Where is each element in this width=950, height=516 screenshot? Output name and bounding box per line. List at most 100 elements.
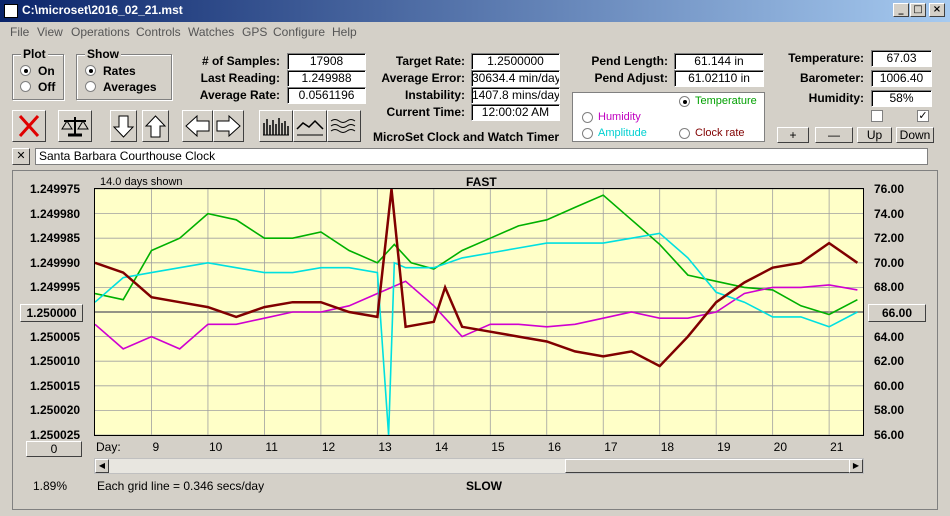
plot-on-radio[interactable] — [20, 65, 31, 76]
humidity-value: 58% — [871, 90, 932, 107]
balance-button[interactable] — [58, 110, 92, 142]
slow-label: SLOW — [466, 479, 502, 493]
x-tick-label: 10 — [208, 440, 223, 454]
humidity-option-label: Humidity — [598, 111, 641, 123]
arrow-up-icon — [144, 115, 167, 138]
series-line-temperature — [95, 194, 858, 316]
clock-rate-option-label: Clock rate — [695, 127, 745, 139]
menu-file[interactable]: File — [10, 25, 30, 39]
x-tick-label: 14 — [434, 440, 449, 454]
maximize-button[interactable]: □ — [910, 3, 926, 17]
chart-svg — [95, 189, 863, 435]
y-left-tick-label: 1.250015 — [30, 378, 81, 393]
amplitude-option-label: Amplitude — [598, 127, 647, 139]
samples-value: 17908 — [287, 53, 366, 70]
arrow-left-button[interactable] — [182, 110, 213, 142]
last-reading-label: Last Reading: — [200, 71, 280, 85]
menu-bar: File View Operations Controls Watches GP… — [0, 22, 950, 42]
app-icon — [4, 4, 18, 18]
y-right-tick-label: 56.00 — [874, 428, 905, 442]
title-bar: C:\microset\2016_02_21.mst _ □ × — [0, 0, 950, 22]
checkbox-2[interactable]: ✓ — [917, 110, 929, 122]
arrow-down-button[interactable] — [110, 110, 137, 142]
plus-button[interactable]: + — [777, 127, 809, 143]
menu-gps[interactable]: GPS — [242, 25, 268, 39]
y-left-tick-label: 1.250005 — [30, 329, 81, 344]
humidity-radio[interactable] — [582, 112, 593, 123]
wave-icon — [296, 119, 324, 136]
scroll-left-arrow-icon[interactable]: ◀ — [95, 459, 109, 473]
close-clock-button[interactable]: ✕ — [12, 148, 30, 165]
x-tick-label: 13 — [378, 440, 392, 454]
x-tick-label: 12 — [321, 440, 336, 454]
average-error-label: Average Error: — [381, 71, 465, 85]
scroll-thumb[interactable] — [565, 459, 851, 473]
x-tick-label: 17 — [604, 440, 618, 454]
checkbox-1[interactable] — [871, 110, 883, 122]
percent-readout: 1.89% — [33, 479, 68, 493]
humidity-label: Humidity: — [808, 91, 864, 105]
temperature-value: 67.03 — [871, 50, 932, 67]
y-left-tick-label: 1.249975 — [30, 182, 81, 196]
clock-rate-radio[interactable] — [679, 128, 690, 139]
series-line-humidity — [95, 280, 858, 350]
line-view-button[interactable] — [293, 110, 327, 142]
menu-controls[interactable]: Controls — [136, 25, 181, 39]
down-button[interactable]: Down — [896, 127, 934, 143]
center-right-button[interactable]: 66.00 — [868, 304, 926, 322]
center-left-button[interactable]: 1.250000 — [20, 304, 83, 322]
smooth-view-button[interactable] — [327, 110, 361, 142]
instability-value: 1407.8 mins/day — [471, 87, 560, 104]
close-window-button[interactable]: × — [929, 3, 945, 17]
samples-label: # of Samples: — [201, 54, 280, 68]
x-tick-label: 19 — [717, 440, 731, 454]
y-left-tick-label: 1.249985 — [30, 231, 81, 246]
horizontal-scrollbar[interactable]: ◀ ▶ — [94, 458, 864, 474]
arrow-up-button[interactable] — [142, 110, 169, 142]
y-right-tick-label: 58.00 — [874, 403, 905, 418]
average-rate-label: Average Rate: — [199, 88, 280, 102]
plot-off-radio[interactable] — [20, 81, 31, 92]
amplitude-radio[interactable] — [582, 128, 593, 139]
plot-group-title: Plot — [21, 47, 48, 61]
y-right-tick-label: 74.00 — [874, 206, 905, 221]
scroll-right-arrow-icon[interactable]: ▶ — [849, 459, 863, 473]
y-right-tick-label: 76.00 — [874, 182, 905, 196]
up-button[interactable]: Up — [857, 127, 892, 143]
show-averages-radio[interactable] — [85, 81, 96, 92]
menu-view[interactable]: View — [37, 25, 63, 39]
x-tick-label: 20 — [773, 440, 787, 454]
minus-button[interactable]: — — [815, 127, 853, 143]
menu-configure[interactable]: Configure — [273, 25, 326, 39]
y-left-tick-label: 1.249990 — [30, 255, 81, 270]
pend-adjust-label: Pend Adjust: — [594, 71, 668, 85]
right-axis-select-panel — [572, 92, 765, 142]
menu-operations[interactable]: Operations — [71, 25, 130, 39]
pend-length-label: Pend Length: — [591, 54, 668, 68]
y-right-tick-label: 68.00 — [874, 280, 905, 295]
menu-watches[interactable]: Watches — [188, 25, 235, 39]
minimize-button[interactable]: _ — [893, 3, 909, 17]
y-right-tick-label: 72.00 — [874, 231, 905, 246]
pend-adjust-value: 61.02110 in — [674, 70, 764, 87]
plot-on-label: On — [38, 64, 55, 78]
y-right-tick-label: 64.00 — [874, 329, 905, 344]
arrow-right-button[interactable] — [213, 110, 244, 142]
scale-icon — [61, 117, 89, 137]
arrow-left-icon — [185, 114, 210, 138]
days-shown: 14.0 days shown — [100, 176, 183, 188]
zero-button[interactable]: 0 — [26, 441, 82, 457]
plot-area — [94, 188, 864, 436]
temperature-radio[interactable] — [679, 96, 690, 107]
stop-button[interactable] — [12, 110, 46, 142]
show-group-title: Show — [85, 47, 121, 61]
menu-help[interactable]: Help — [332, 25, 357, 39]
show-rates-label: Rates — [103, 64, 136, 78]
arrow-right-icon — [216, 114, 241, 138]
bar-view-button[interactable] — [259, 110, 293, 142]
app-subtitle: MicroSet Clock and Watch Timer — [373, 130, 560, 144]
show-rates-radio[interactable] — [85, 65, 96, 76]
clock-name-field[interactable]: Santa Barbara Courthouse Clock — [35, 148, 928, 165]
y-right-tick-label: 60.00 — [874, 378, 905, 393]
current-time-label: Current Time: — [386, 105, 465, 119]
